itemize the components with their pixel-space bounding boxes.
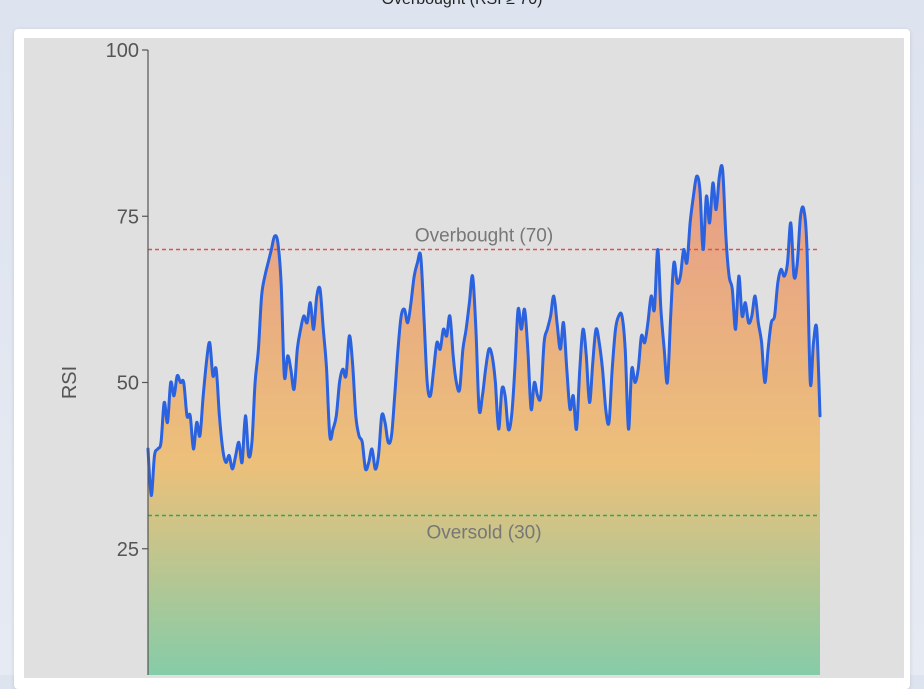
y-tick-label-75: 75 bbox=[117, 206, 139, 228]
rsi-line-layer bbox=[146, 164, 822, 498]
y-axis: 25 50 75 100 bbox=[106, 40, 149, 675]
rsi-area-layer bbox=[148, 165, 820, 675]
y-tick-label-100: 100 bbox=[106, 40, 139, 62]
y-tick-label-50: 50 bbox=[117, 373, 139, 395]
y-tick-label-25: 25 bbox=[117, 539, 139, 561]
chart-title: Overbought (RSI ≥ 70) bbox=[0, 0, 924, 9]
oversold-label: Oversold (30) bbox=[426, 523, 541, 544]
y-axis-label: RSI bbox=[59, 366, 81, 399]
rsi-area bbox=[148, 165, 820, 675]
overbought-label: Overbought (70) bbox=[415, 226, 553, 247]
rsi-chart: Overbought (70) Oversold (30) 25 50 75 100 R… bbox=[59, 40, 822, 675]
reference-lines: Overbought (70) Oversold (30) bbox=[148, 226, 820, 544]
rsi-line bbox=[146, 164, 822, 498]
